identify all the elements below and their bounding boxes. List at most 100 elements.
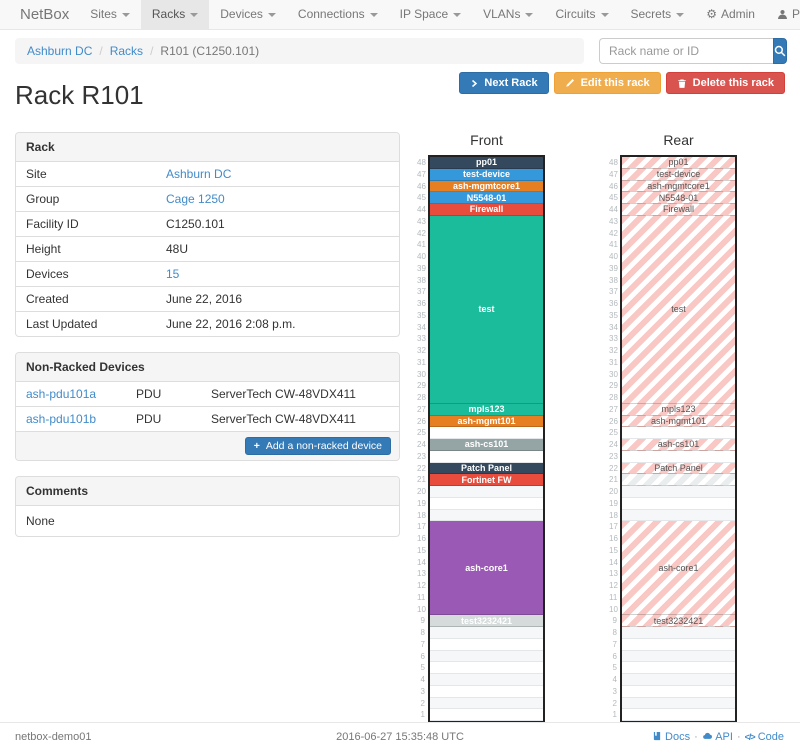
rack-device-rear[interactable]: ash-cs101	[622, 439, 735, 451]
rack-device-front[interactable]: pp01	[430, 157, 543, 169]
rack-device-rear[interactable]: test3232421	[622, 615, 735, 627]
breadcrumb-site-link[interactable]: Ashburn DC	[27, 44, 93, 58]
unit-number: 35	[417, 310, 426, 320]
unit-number: 19	[609, 498, 618, 508]
search-input[interactable]	[599, 38, 773, 64]
chevron-down-icon	[525, 12, 534, 17]
unit-number: 3	[612, 686, 617, 696]
code-link[interactable]: </> Code	[744, 731, 784, 743]
main-content: Rack Site Ashburn DC Group Cage 1250 Facil…	[0, 132, 800, 723]
rack-unit-empty	[622, 497, 735, 510]
edit-rack-button[interactable]: Edit this rack	[553, 72, 661, 94]
facility-id-value: C1250.101	[156, 211, 399, 237]
comments-panel: Comments None	[15, 476, 400, 537]
app-brand[interactable]: NetBox	[20, 6, 70, 23]
rack-device-front[interactable]: Fortinet FW	[430, 474, 543, 486]
rack-device-rear[interactable]: ash-core1	[622, 521, 735, 616]
rack-device-front[interactable]: test-device	[430, 168, 543, 181]
rack-device-rear[interactable]: ash-mgmt101	[622, 415, 735, 428]
rack-device-rear[interactable]: pp01	[622, 157, 735, 169]
unit-number: 42	[417, 228, 426, 238]
unit-number: 41	[417, 240, 426, 250]
unit-number: 30	[609, 369, 618, 379]
breadcrumb: Ashburn DC / Racks / R101 (C1250.101)	[15, 38, 584, 64]
rack-unit-empty	[430, 509, 543, 522]
rack-unit-empty	[430, 697, 543, 710]
nav-sites[interactable]: Sites	[79, 0, 141, 29]
rack-device-rear[interactable]: test-device	[622, 168, 735, 181]
nav-circuits[interactable]: Circuits	[544, 0, 619, 29]
unit-number: 13	[417, 569, 426, 579]
api-link[interactable]: API	[702, 731, 733, 743]
unit-number: 34	[609, 322, 618, 332]
unit-number: 35	[609, 310, 618, 320]
rack-device-rear[interactable]: Firewall	[622, 204, 735, 216]
rack-device-front[interactable]: test3232421	[430, 615, 543, 627]
nav-vlans[interactable]: VLANs	[472, 0, 544, 29]
unit-number: 46	[417, 181, 426, 191]
rack-device-rear[interactable]: Patch Panel	[622, 462, 735, 475]
main-menu: Sites Racks Devices Connections IP Space…	[79, 0, 695, 29]
unit-number: 43	[417, 216, 426, 226]
created-value: June 22, 2016	[156, 286, 399, 312]
rack-unit-empty	[430, 662, 543, 674]
rack-unit-empty	[430, 427, 543, 439]
devices-count-link[interactable]: 15	[166, 267, 180, 281]
rack-device-front[interactable]: mpls123	[430, 403, 543, 416]
nav-secrets[interactable]: Secrets	[620, 0, 696, 29]
rear-elevation-title: Rear	[663, 132, 694, 148]
chevron-down-icon	[121, 12, 130, 17]
nav-racks[interactable]: Racks	[140, 0, 210, 29]
rack-device-front[interactable]: ash-cs101	[430, 439, 543, 451]
unit-number: 37	[609, 287, 618, 297]
device-link[interactable]: ash-pdu101a	[26, 387, 97, 401]
rack-device-rear[interactable]: ash-mgmtcore1	[622, 180, 735, 193]
rack-device-rear[interactable]: test	[622, 215, 735, 404]
unit-number: 41	[609, 240, 618, 250]
footer-hostname: netbox-demo01	[15, 731, 92, 743]
nav-admin[interactable]: ⚙ Admin	[695, 0, 766, 29]
device-type: ServerTech CW-48VDX411	[201, 406, 399, 431]
rack-device-front[interactable]: ash-core1	[430, 521, 543, 616]
delete-rack-button[interactable]: Delete this rack	[665, 72, 785, 94]
user-menu: ⚙ Admin Profile Log out	[695, 0, 800, 29]
rack-device-rear[interactable]: mpls123	[622, 403, 735, 416]
rack-unit-empty	[622, 627, 735, 639]
rack-unit-empty	[430, 627, 543, 639]
attr-label: Last Updated	[16, 311, 156, 336]
unit-number: 29	[417, 381, 426, 391]
rack-device-front[interactable]: ash-mgmt101	[430, 415, 543, 428]
rack-device-front[interactable]: Patch Panel	[430, 462, 543, 475]
nav-profile[interactable]: Profile	[766, 0, 800, 29]
device-link[interactable]: ash-pdu101b	[26, 412, 97, 426]
docs-link[interactable]: Docs	[652, 731, 690, 743]
chevron-down-icon	[190, 12, 199, 17]
rack-device-front[interactable]: ash-mgmtcore1	[430, 180, 543, 193]
nav-connections[interactable]: Connections	[287, 0, 389, 29]
unit-number: 45	[417, 193, 426, 203]
breadcrumb-racks-link[interactable]: Racks	[109, 44, 144, 58]
rack-device-front[interactable]: Firewall	[430, 204, 543, 216]
rack-device-front[interactable]: N5548-01	[430, 192, 543, 204]
plus-icon: +	[253, 440, 260, 452]
nav-ip-space[interactable]: IP Space	[389, 0, 472, 29]
add-nonracked-device-button[interactable]: + Add a non-racked device	[244, 437, 391, 455]
unit-number: 25	[609, 428, 618, 438]
attr-label: Devices	[16, 261, 156, 287]
rack-device-front[interactable]: test	[430, 215, 543, 404]
footer-separator: ·	[694, 731, 698, 743]
next-rack-button[interactable]: Next Rack	[459, 72, 549, 94]
unit-number: 47	[417, 169, 426, 179]
rack-device-rear[interactable]	[622, 474, 735, 486]
rack-unit-empty	[430, 486, 543, 498]
rack-elevations: Front 48 47 46 45 44 43 42 41 40 39 38 37 36 35 34 33 32…	[417, 132, 737, 723]
left-column: Rack Site Ashburn DC Group Cage 1250 Facil…	[15, 132, 400, 723]
unit-number: 16	[609, 534, 618, 543]
search-button[interactable]	[773, 38, 787, 64]
rack-device-rear[interactable]: N5548-01	[622, 192, 735, 204]
nav-devices[interactable]: Devices	[209, 0, 287, 29]
group-link[interactable]: Cage 1250	[166, 192, 225, 206]
unit-number: 4	[420, 675, 425, 684]
rack-unit-empty	[430, 450, 543, 463]
site-link[interactable]: Ashburn DC	[166, 167, 232, 181]
